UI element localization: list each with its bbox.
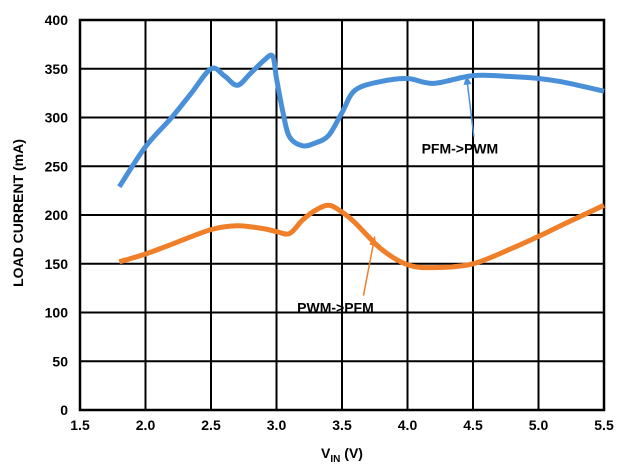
pfm-pwm-arrow (465, 75, 475, 137)
x-tick-label: 3.0 (267, 417, 287, 433)
y-tick-label: 350 (45, 61, 69, 77)
y-tick-label: 100 (45, 305, 69, 321)
x-tick-label: 2.0 (136, 417, 156, 433)
x-tick-label: 5.5 (594, 417, 614, 433)
pfm-pwm-label: PFM->PWM (422, 141, 499, 157)
series-lines (117, 52, 606, 271)
y-tick-label: 0 (60, 402, 68, 418)
pfm-pwm-arrowhead (463, 75, 472, 85)
x-tick-label: 4.0 (398, 417, 418, 433)
x-axis-title-subscript: IN (330, 454, 340, 464)
plot-frame (78, 18, 606, 412)
series-line-blue (117, 52, 605, 189)
annotations: PFM->PWM PWM->PFM (297, 75, 499, 316)
y-tick-label: 50 (52, 353, 68, 369)
y-tick-labels: 0 50 100 150 200 250 300 350 400 (45, 12, 69, 418)
x-axis-title-unit: (V) (340, 445, 363, 461)
y-tick-label: 150 (45, 256, 69, 272)
y-tick-label: 400 (45, 12, 69, 28)
y-tick-label: 250 (45, 158, 69, 174)
x-tick-label: 5.0 (529, 417, 549, 433)
y-tick-label: 200 (45, 207, 69, 223)
x-tick-labels: 1.5 2.0 2.5 3.0 3.5 4.0 4.5 5.0 5.5 (70, 417, 614, 433)
x-tick-label: 2.5 (201, 417, 221, 433)
pwm-pfm-arrow (362, 236, 376, 296)
y-axis-title: LOAD CURRENT (mA) (10, 139, 26, 287)
x-tick-label: 3.5 (332, 417, 352, 433)
y-tick-label: 300 (45, 110, 69, 126)
pwm-pfm-label: PWM->PFM (297, 300, 374, 316)
pwm-pfm-arrowhead (369, 236, 377, 247)
x-tick-label: 1.5 (70, 417, 90, 433)
x-axis-title: VIN (V) (321, 445, 363, 464)
x-axis-title-main: V (321, 445, 331, 461)
x-tick-label: 4.5 (463, 417, 483, 433)
series-line-orange (118, 202, 606, 271)
